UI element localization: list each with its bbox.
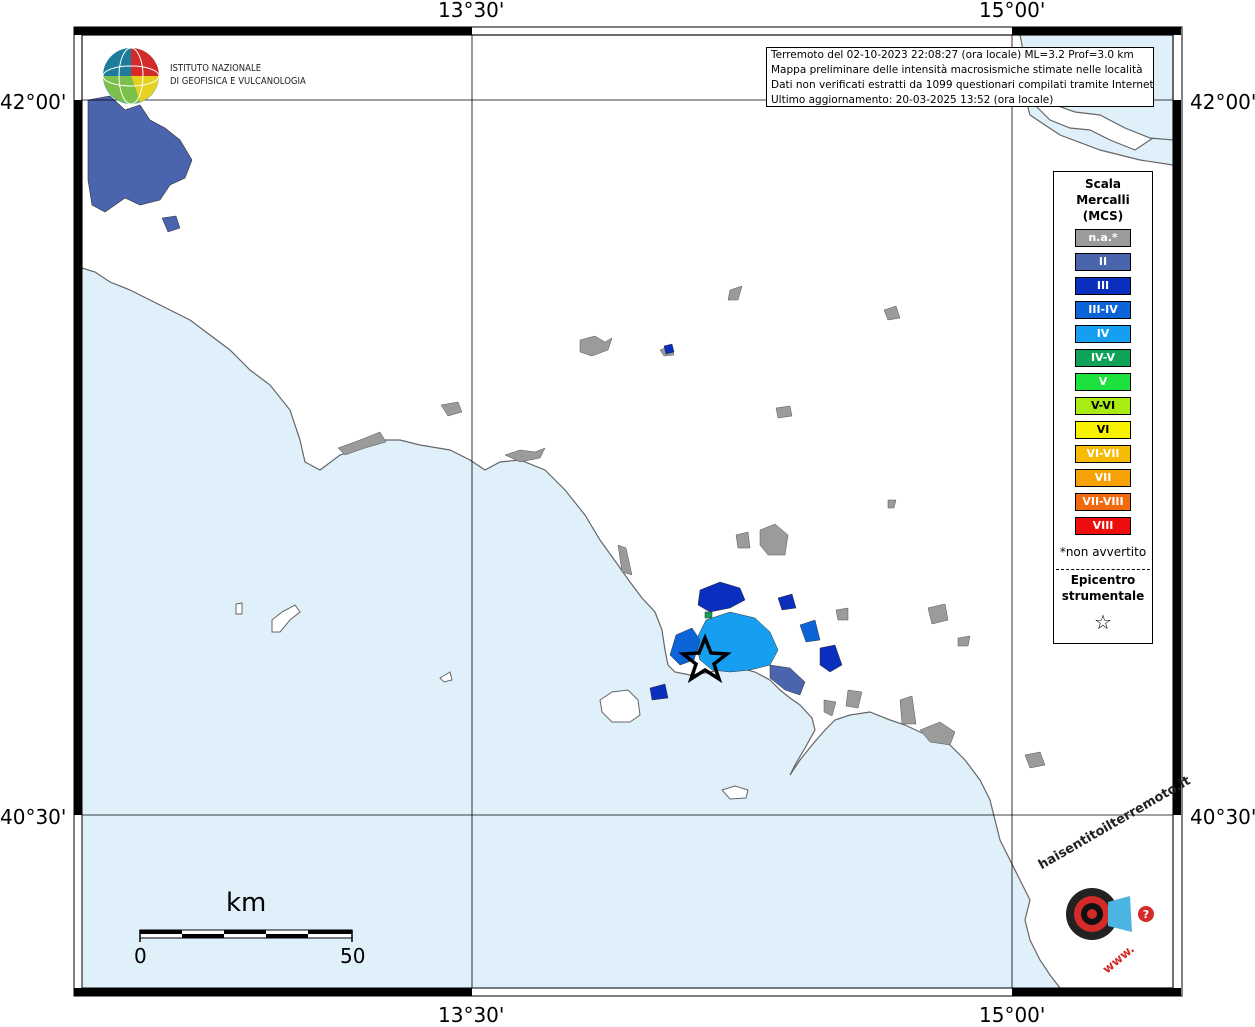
institute-line1: ISTITUTO NAZIONALE [170, 63, 262, 74]
legend-star-icon: ☆ [1094, 610, 1112, 634]
legend-item: VIII [1075, 517, 1131, 535]
legend-item: III [1075, 277, 1131, 295]
naples-intensity-areas [649, 343, 843, 701]
coord-top-1: 13°30' [438, 0, 505, 22]
legend-item: VI-VII [1075, 445, 1131, 463]
coord-right-2: 40°30' [1190, 805, 1255, 829]
graticule [82, 35, 1173, 988]
scale-min: 0 [134, 944, 147, 968]
map-frame [73, 26, 1183, 997]
legend-item: II [1075, 253, 1131, 271]
legend-item: III-IV [1075, 301, 1131, 319]
info-line2: Mappa preliminare delle intensità macros… [771, 64, 1143, 76]
haisentito-logo-icon: ? [1066, 888, 1154, 940]
scale-bar [139, 929, 353, 942]
na-areas [337, 285, 1046, 769]
mainland [81, 34, 1174, 989]
legend-item: VII-VIII [1075, 493, 1131, 511]
coord-right-1: 42°00' [1190, 90, 1255, 114]
legend-item: VI [1075, 421, 1131, 439]
ingv-logo-icon [102, 47, 160, 105]
legend-title-line1: Scala [1084, 177, 1122, 191]
scale-unit: km [226, 888, 267, 918]
coord-left-2: 40°30' [0, 805, 67, 829]
legend-item: n.a.* [1075, 229, 1131, 247]
legend-item: V [1075, 373, 1131, 391]
legend-title: Scala Mercalli (MCS) [1054, 176, 1152, 224]
legend-epicenter-line1: Epicentro [1070, 573, 1136, 587]
legend-item: IV [1075, 325, 1131, 343]
ponza-island [271, 604, 301, 633]
institute-name: ISTITUTO NAZIONALE DI GEOFISICA E VULCAN… [170, 62, 306, 88]
small-island [235, 602, 243, 615]
legend-separator [1056, 569, 1150, 570]
scale-max: 50 [340, 944, 366, 968]
coord-left-1: 42°00' [0, 90, 67, 114]
mcs-legend: Scala Mercalli (MCS) n.a.* II III III-IV IV I… [1053, 171, 1153, 644]
epicenter-star [678, 633, 732, 684]
legend-title-line3: (MCS) [1082, 209, 1124, 223]
legend-item: IV-V [1075, 349, 1131, 367]
capri-island [721, 785, 749, 800]
intensity-area-small [161, 215, 181, 233]
intensity-area-rome [87, 95, 193, 213]
legend-title-line2: Mercalli [1076, 193, 1130, 207]
legend-epicenter-line2: strumentale [1061, 589, 1145, 603]
legend-note: *non avvertito [1059, 545, 1147, 559]
ventotene-island [439, 671, 453, 683]
info-line3: Dati non verificati estratti da 1099 que… [771, 79, 1154, 91]
legend-item: VII [1075, 469, 1131, 487]
earthquake-info-box: Terremoto del 02-10-2023 22:08:27 (ora l… [766, 47, 1154, 107]
coord-bottom-2: 15°00' [979, 1003, 1046, 1027]
info-line4: Ultimo aggiornamento: 20-03-2025 13:52 (… [771, 94, 1054, 106]
coord-top-2: 15°00' [979, 0, 1046, 22]
ischia-island [599, 689, 641, 723]
legend-item: V-VI [1075, 397, 1131, 415]
legend-epicenter-label: Epicentro strumentale [1054, 572, 1152, 604]
coord-bottom-1: 13°30' [438, 1003, 505, 1027]
svg-text:?: ? [1143, 908, 1149, 921]
info-line1: Terremoto del 02-10-2023 22:08:27 (ora l… [771, 49, 1134, 61]
institute-line2: DI GEOFISICA E VULCANOLOGIA [170, 76, 306, 87]
